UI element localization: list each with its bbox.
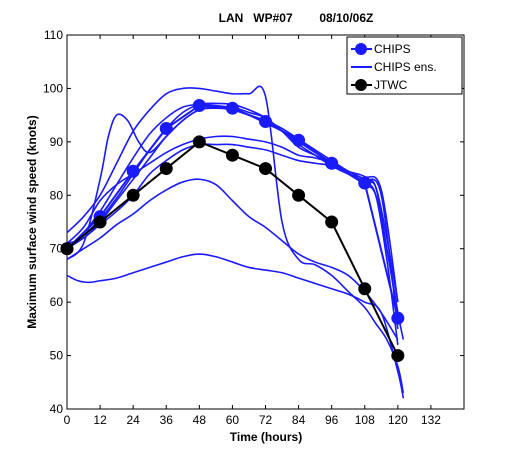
y-tick-label: 100 [43, 81, 63, 95]
x-tick-label: 132 [421, 413, 441, 427]
chart-title: LAN WP#07 08/10/06Z [219, 11, 374, 25]
legend-marker-chips [355, 43, 367, 55]
y-axis-title: Maximum surface wind speed (knots) [25, 115, 39, 328]
chips-point [192, 99, 206, 113]
x-tick-label: 12 [93, 413, 107, 427]
y-tick-label: 60 [50, 295, 64, 309]
y-tick-label: 110 [44, 28, 63, 42]
y-tick-label: 50 [50, 349, 64, 363]
x-tick-label: 96 [325, 413, 339, 427]
y-tick-label: 70 [50, 242, 64, 256]
x-tick-label: 60 [226, 413, 240, 427]
x-tick-label: 120 [388, 413, 408, 427]
chips-point [259, 115, 272, 129]
jtwc-point [292, 188, 306, 202]
ensemble-line-8 [66, 253, 405, 399]
jtwc-point [259, 162, 272, 176]
ensemble-line-6 [66, 135, 399, 303]
legend-marker-jtwc [355, 79, 367, 91]
ticks-layer: 0 12 24 36 48 60 72 84 96 108 120 132 40 50 60 70 80 90 10… [43, 28, 464, 427]
jtwc-point [358, 282, 372, 296]
legend-label-jtwc: JTWC [374, 78, 408, 92]
jtwc-point [225, 148, 239, 162]
jtwc-point [325, 215, 339, 229]
legend-items: CHIPS CHIPS ens. JTWC [351, 42, 437, 92]
y-tick-label: 90 [50, 135, 64, 149]
chips-point [225, 101, 239, 115]
jtwc-point [391, 349, 405, 363]
x-tick-label: 24 [126, 413, 140, 427]
chips-point [358, 176, 372, 190]
x-tick-label: 72 [259, 413, 273, 427]
chips-point [159, 122, 173, 135]
x-tick-label: 36 [160, 413, 174, 427]
ensemble-line-7 [66, 178, 399, 340]
series-layer [60, 85, 405, 399]
legend: CHIPS CHIPS ens. JTWC [346, 36, 463, 95]
x-tick-label: 48 [193, 413, 207, 427]
jtwc-point [126, 188, 140, 202]
y-tick-label: 40 [50, 402, 64, 416]
chips-point [292, 133, 306, 147]
legend-label-chips: CHIPS [374, 42, 411, 56]
chips-point [325, 156, 339, 170]
x-tick-label: 84 [292, 413, 306, 427]
x-tick-label: 0 [64, 413, 71, 427]
jtwc-point [192, 135, 206, 149]
legend-label-chips-ens: CHIPS ens. [374, 60, 437, 74]
y-tick-label: 80 [50, 188, 64, 202]
x-tick-label: 108 [355, 413, 375, 427]
plot-area: 0 12 24 36 48 60 72 84 96 108 120 132 40 50 60 70 80 90 10… [43, 28, 465, 427]
ensemble-line-1 [66, 85, 405, 394]
chips-point [391, 311, 405, 325]
jtwc-point [159, 162, 173, 176]
chips-point [126, 164, 140, 178]
jtwc-point [93, 215, 107, 229]
x-axis-title: Time (hours) [230, 430, 302, 444]
